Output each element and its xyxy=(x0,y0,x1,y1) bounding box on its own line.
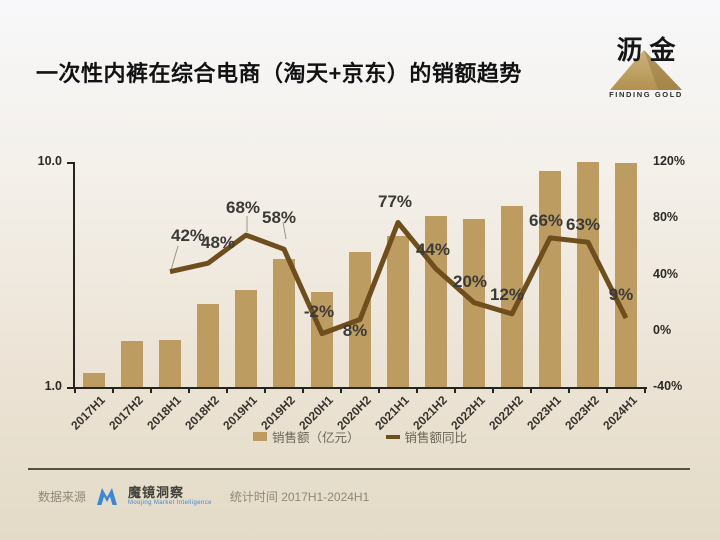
page-title: 一次性内裤在综合电商（淘天+京东）的销额趋势 xyxy=(36,61,522,86)
x-axis-tick xyxy=(226,388,228,393)
brand-tagline: FINDING GOLD xyxy=(609,90,683,99)
legend-label-sales: 销售额（亿元） xyxy=(271,431,360,445)
source-brand-block: 魔镜洞察 Moojing Market Intelligence xyxy=(128,486,212,506)
bar-2023H2 xyxy=(577,162,599,387)
x-axis-tick xyxy=(150,388,152,393)
yoy-label-2019H1: 68% xyxy=(225,198,261,218)
line-swatch-icon xyxy=(385,434,400,439)
bar-2018H1 xyxy=(159,339,181,387)
bar-2018H2 xyxy=(197,303,219,387)
x-axis-tick xyxy=(378,388,380,393)
legend-item-sales: 销售额（亿元） xyxy=(252,427,360,446)
bar-2019H1 xyxy=(235,289,257,387)
bar-2021H1 xyxy=(387,235,409,387)
footer-divider xyxy=(28,468,690,470)
right-axis-label-40%: 40% xyxy=(653,266,679,281)
bar-2017H1 xyxy=(83,373,105,387)
x-axis-tick xyxy=(302,388,304,393)
chart-legend: 销售额（亿元） 销售额同比 xyxy=(0,427,720,446)
yoy-label-2024H1: 9% xyxy=(608,285,634,305)
right-axis-label-0%: 0% xyxy=(653,322,672,337)
y-axis-bottom-tick xyxy=(67,386,73,389)
x-axis-tick xyxy=(606,388,608,393)
x-axis-tick xyxy=(264,388,266,393)
left-axis-label-max: 10.0 xyxy=(37,154,62,168)
source-label: 数据来源 xyxy=(38,489,87,504)
x-axis-tick xyxy=(568,388,570,393)
yoy-label-2022H2: 12% xyxy=(489,284,525,304)
bar-2017H2 xyxy=(121,341,143,387)
left-axis-label-min: 1.0 xyxy=(44,379,62,393)
y-axis-line xyxy=(73,162,75,387)
yoy-label-2020H2: 8% xyxy=(342,320,368,340)
source-brand-subtitle: Moojing Market Intelligence xyxy=(128,499,212,506)
x-axis-tick xyxy=(644,388,646,393)
y-axis-top-tick xyxy=(67,162,73,164)
yoy-label-2020H1: -2% xyxy=(303,301,335,321)
x-axis-tick xyxy=(530,388,532,393)
bar-2024H1 xyxy=(615,162,637,387)
yoy-label-2021H2: 44% xyxy=(415,239,451,259)
bar-2023H1 xyxy=(539,171,561,387)
yoy-label-2021H1: 77% xyxy=(377,192,413,212)
x-axis-tick xyxy=(416,388,418,393)
x-axis-line xyxy=(73,386,647,389)
yoy-label-2019H2: 58% xyxy=(261,208,297,228)
x-axis-tick xyxy=(340,388,342,393)
yoy-label-2018H2: 48% xyxy=(200,233,236,253)
right-axis-label--40%: -40% xyxy=(653,379,683,393)
brand-name: 沥金 xyxy=(616,35,683,65)
yoy-line xyxy=(169,216,629,337)
x-axis-tick xyxy=(492,388,494,393)
bar-2022H2 xyxy=(501,205,523,387)
right-axis-label-80%: 80% xyxy=(653,210,679,225)
legend-label-yoy: 销售额同比 xyxy=(404,431,468,445)
bar-2019H2 xyxy=(273,259,295,387)
yoy-label-2018H1: 42% xyxy=(170,225,206,245)
source-brand: 魔镜洞察 xyxy=(128,485,185,501)
footer: 数据来源 魔镜洞察 Moojing Market Intelligence 统计… xyxy=(38,484,369,508)
yoy-label-2023H2: 63% xyxy=(565,215,601,235)
legend-item-yoy: 销售额同比 xyxy=(385,427,468,446)
yoy-label-2022H1: 20% xyxy=(452,271,488,291)
x-axis-tick xyxy=(454,388,456,393)
moojing-logo-icon xyxy=(96,487,118,505)
x-axis-tick xyxy=(74,388,76,393)
x-axis-tick xyxy=(112,388,114,393)
yoy-label-2023H1: 66% xyxy=(528,210,564,230)
stat-period: 统计时间 2017H1-2024H1 xyxy=(229,489,370,504)
bar-swatch-icon xyxy=(252,432,267,441)
gold-triangle-icon xyxy=(610,50,682,90)
x-axis-tick xyxy=(188,388,190,393)
finding-gold-logo: 沥金 FINDING GOLD xyxy=(598,36,694,100)
right-axis-label-120%: 120% xyxy=(653,154,685,168)
